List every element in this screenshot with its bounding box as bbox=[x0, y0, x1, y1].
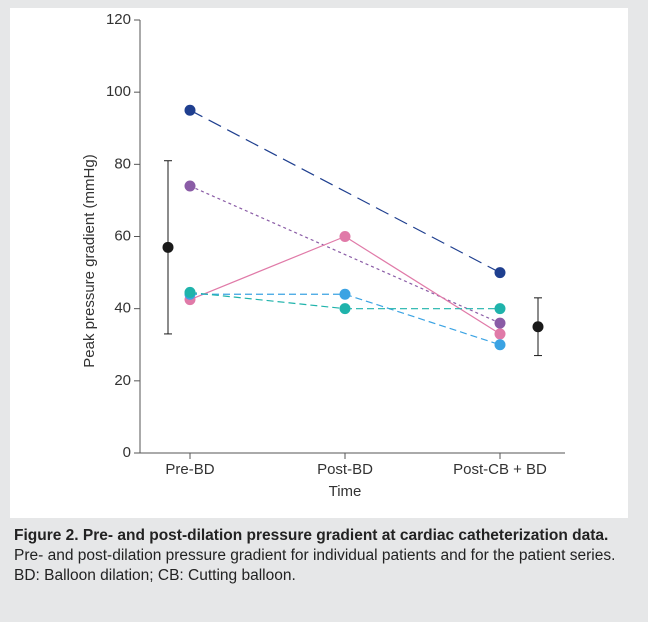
x-tick-label: Post-BD bbox=[317, 461, 373, 478]
data-point bbox=[494, 267, 506, 279]
y-tick-label: 120 bbox=[106, 11, 131, 28]
data-point bbox=[494, 328, 506, 340]
data-point bbox=[494, 339, 506, 351]
y-tick-label: 100 bbox=[106, 83, 131, 100]
series-line bbox=[189, 185, 501, 324]
chart: Peak pressure gradient (mmHg) Time 0 20 40… bbox=[10, 8, 628, 518]
data-point bbox=[339, 288, 351, 300]
series-line bbox=[344, 235, 501, 335]
y-tick-label: 60 bbox=[114, 227, 131, 244]
series-line bbox=[344, 293, 501, 346]
caption-label: Figure 2. Pre- and post-dilation pressur… bbox=[14, 527, 609, 544]
y-tick-label: 80 bbox=[114, 155, 131, 172]
data-point bbox=[339, 231, 351, 242]
data-point bbox=[184, 104, 196, 116]
x-axis-label: Time bbox=[329, 483, 362, 500]
series-line bbox=[189, 109, 501, 274]
y-tick-label: 0 bbox=[123, 444, 131, 461]
plot-background bbox=[10, 8, 628, 518]
x-tick-label: Pre-BD bbox=[165, 461, 214, 478]
data-point bbox=[184, 180, 196, 192]
caption-text: Pre- and post-dilation pressure gradient… bbox=[14, 547, 616, 564]
series-line bbox=[189, 291, 346, 310]
x-tick-label: Post-CB + BD bbox=[453, 461, 547, 478]
y-tick-label: 20 bbox=[114, 372, 131, 389]
mean-point bbox=[162, 241, 174, 253]
data-point bbox=[494, 303, 506, 315]
caption-note: BD: Balloon dilation; CB: Cutting balloo… bbox=[14, 567, 296, 584]
caption: Figure 2. Pre- and post-dilation pressur… bbox=[14, 526, 639, 586]
mean-point bbox=[532, 321, 544, 333]
data-point bbox=[494, 317, 506, 329]
y-axis-label: Peak pressure gradient (mmHg) bbox=[81, 154, 98, 367]
y-tick-label: 40 bbox=[114, 300, 131, 317]
data-point bbox=[184, 286, 196, 298]
series-line bbox=[189, 235, 346, 301]
data-point bbox=[339, 303, 351, 315]
